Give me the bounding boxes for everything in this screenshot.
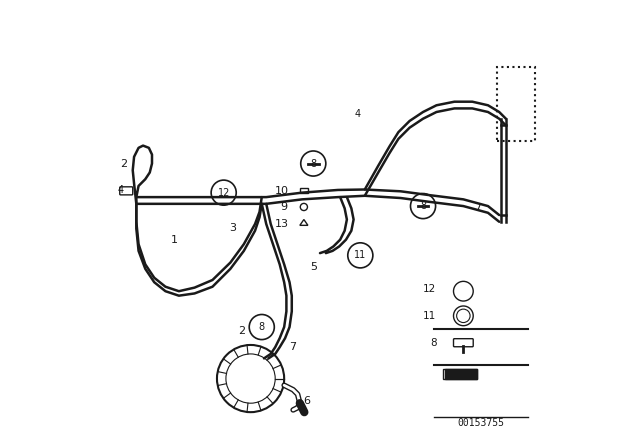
Text: 1: 1: [171, 235, 178, 245]
Text: 6: 6: [303, 396, 310, 406]
Text: 2: 2: [120, 159, 127, 168]
Bar: [497, 67, 535, 141]
Text: 7: 7: [289, 342, 297, 352]
Text: 11: 11: [423, 311, 436, 321]
Text: 4: 4: [355, 109, 361, 119]
Text: 4: 4: [118, 185, 124, 195]
Text: 9: 9: [280, 202, 288, 212]
Text: 2: 2: [238, 326, 245, 336]
Text: 8: 8: [310, 159, 316, 168]
Text: 8: 8: [259, 322, 265, 332]
Text: 7: 7: [475, 203, 482, 213]
FancyBboxPatch shape: [445, 369, 477, 379]
Text: 10: 10: [275, 186, 289, 196]
Text: 11: 11: [354, 250, 367, 260]
Text: 8: 8: [430, 338, 436, 348]
Text: 13: 13: [275, 220, 289, 229]
Text: 12: 12: [423, 284, 436, 294]
Text: 8: 8: [420, 201, 426, 211]
Text: 12: 12: [218, 188, 230, 198]
Text: 5: 5: [310, 262, 317, 271]
Text: 3: 3: [229, 224, 236, 233]
Text: 00153755: 00153755: [458, 418, 505, 428]
